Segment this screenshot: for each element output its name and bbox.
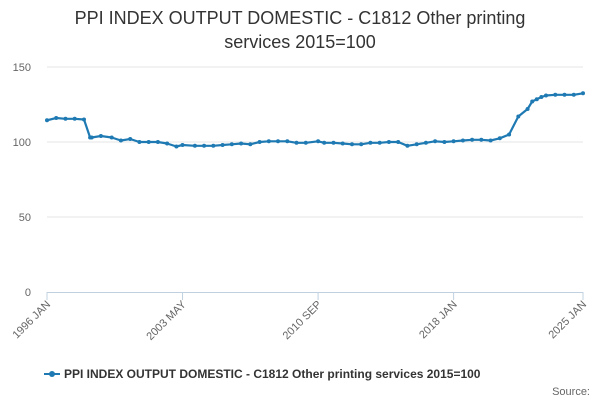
x-axis: 1996 JAN 2003 MAY 2010 SEP 2018 JAN 2025 JAN bbox=[10, 292, 589, 343]
data-point bbox=[276, 139, 280, 144]
data-point bbox=[350, 142, 354, 147]
chart-title: PPI INDEX OUTPUT DOMESTIC - C1812 Other … bbox=[0, 6, 600, 54]
data-point bbox=[155, 140, 160, 144]
data-point bbox=[211, 143, 216, 148]
data-point bbox=[89, 135, 94, 140]
data-point bbox=[248, 142, 253, 147]
data-point bbox=[137, 140, 142, 144]
chart-title-line-1: PPI INDEX OUTPUT DOMESTIC - C1812 Other … bbox=[74, 8, 526, 28]
credit-text[interactable]: Source: bbox=[552, 386, 590, 398]
data-point bbox=[562, 92, 567, 97]
y-tick-label: 150 bbox=[13, 62, 31, 74]
data-point bbox=[109, 135, 114, 140]
data-point bbox=[331, 140, 336, 145]
data-point bbox=[63, 116, 68, 121]
data-point bbox=[359, 142, 364, 147]
x-tick-label: 2010 SEP bbox=[281, 299, 325, 343]
x-tick-label: 1996 JAN bbox=[10, 299, 53, 342]
data-point bbox=[72, 116, 77, 121]
y-tick-label: 0 bbox=[25, 287, 31, 299]
data-point bbox=[470, 137, 475, 142]
data-point bbox=[128, 137, 133, 141]
data-point bbox=[229, 142, 234, 147]
data-point bbox=[192, 143, 197, 148]
data-point bbox=[414, 142, 419, 147]
x-tick-label: 2003 MAY bbox=[144, 298, 189, 343]
data-point bbox=[544, 93, 548, 98]
data-point bbox=[220, 143, 225, 147]
data-point bbox=[442, 140, 447, 144]
data-point bbox=[516, 114, 521, 119]
data-point bbox=[534, 97, 539, 102]
data-point bbox=[98, 134, 103, 138]
data-point bbox=[266, 139, 271, 144]
data-point bbox=[180, 143, 185, 147]
data-point bbox=[118, 138, 123, 143]
data-point bbox=[174, 144, 179, 149]
data-point bbox=[497, 136, 502, 141]
data-point bbox=[239, 141, 244, 146]
data-point bbox=[45, 118, 49, 123]
data-point bbox=[451, 139, 456, 144]
data-point bbox=[405, 143, 410, 148]
data-point bbox=[377, 140, 382, 145]
y-tick-label: 50 bbox=[19, 212, 31, 224]
data-point bbox=[488, 138, 493, 143]
data-point bbox=[433, 139, 438, 144]
x-tick-label: 2018 JAN bbox=[417, 299, 460, 342]
y-tick-label: 100 bbox=[13, 137, 31, 149]
data-point bbox=[525, 107, 530, 111]
data-point bbox=[386, 140, 391, 144]
data-point bbox=[553, 92, 558, 97]
data-point bbox=[146, 140, 151, 144]
data-point bbox=[581, 91, 585, 96]
data-point bbox=[316, 139, 321, 144]
data-point bbox=[165, 141, 170, 146]
plot-area bbox=[45, 91, 585, 149]
data-point bbox=[340, 141, 345, 146]
data-point bbox=[322, 140, 327, 145]
data-point bbox=[530, 99, 535, 104]
data-point bbox=[368, 140, 373, 145]
data-point bbox=[202, 143, 207, 148]
data-point bbox=[479, 137, 484, 142]
data-point bbox=[54, 116, 59, 120]
legend-point-marker bbox=[49, 371, 55, 377]
data-point bbox=[82, 117, 86, 122]
data-point bbox=[423, 140, 428, 145]
data-point bbox=[460, 138, 465, 143]
data-point bbox=[294, 140, 299, 145]
data-point bbox=[257, 140, 262, 144]
data-point bbox=[539, 95, 544, 99]
data-point bbox=[571, 92, 576, 97]
data-point bbox=[507, 132, 512, 137]
x-tick-label: 2025 JAN bbox=[546, 299, 589, 342]
legend-label: PPI INDEX OUTPUT DOMESTIC - C1812 Other … bbox=[64, 367, 481, 381]
data-point bbox=[285, 139, 290, 144]
y-axis: 0 50 100 150 bbox=[13, 62, 31, 299]
chart-title-line-2: services 2015=100 bbox=[224, 32, 376, 52]
data-point bbox=[303, 140, 308, 145]
legend[interactable]: PPI INDEX OUTPUT DOMESTIC - C1812 Other … bbox=[44, 367, 481, 381]
series-line bbox=[46, 92, 584, 148]
data-point bbox=[396, 140, 401, 144]
